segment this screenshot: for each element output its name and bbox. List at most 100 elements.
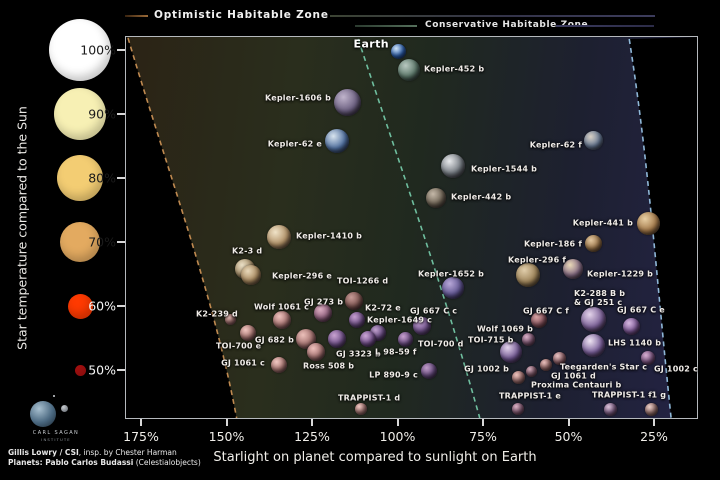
star-swatch-60% — [67, 293, 93, 319]
x-axis-tick-label: 125% — [294, 429, 330, 444]
x-axis-tick — [567, 419, 570, 426]
x-axis-tick — [225, 419, 228, 426]
planet-marker — [345, 291, 364, 310]
planet-label: Kepler-1410 b — [296, 231, 363, 241]
planet-label: Kepler-442 b — [451, 192, 512, 202]
planet-marker — [552, 351, 566, 365]
planet-marker — [636, 212, 660, 236]
right-black-region — [629, 37, 697, 418]
conservative-inner-boundary-line — [357, 38, 481, 418]
y-axis-title: Star temperature compared to the Sun — [14, 106, 30, 350]
logo-text-institute: INSTITUTE — [41, 437, 71, 442]
star-temp-tick-label: 100% — [80, 42, 116, 58]
planet-label: Kepler-296 e — [272, 271, 332, 281]
planet-label: Kepler-62 e — [267, 139, 322, 149]
star-temp-tick-label: 60% — [88, 298, 116, 314]
planet-label: Earth — [353, 37, 389, 51]
x-axis-tick-label: 175% — [123, 429, 159, 444]
x-axis-tick — [482, 419, 484, 426]
planet-label: GJ 1002 c — [654, 364, 698, 374]
planet-marker — [581, 333, 605, 357]
star-temp-tick-label: 90% — [88, 106, 116, 122]
planet-marker — [521, 332, 535, 346]
planet-label: TRAPPIST-1 d — [338, 393, 401, 403]
planet-marker — [530, 311, 547, 328]
y-axis-tick — [117, 177, 126, 179]
planet-marker — [441, 154, 466, 179]
planet-label: GJ 273 b — [304, 297, 344, 307]
planet-marker — [584, 234, 602, 252]
x-axis-tick — [653, 419, 655, 426]
planet-label: TOI-700 e — [216, 341, 262, 351]
planet-label: TRAPPIST-1 e — [499, 391, 562, 401]
credits: Gillis Lowry / CSI, insp. by Chester Har… — [8, 448, 201, 468]
planet-label: GJ 1002 b — [464, 364, 509, 374]
planet-marker — [622, 317, 640, 335]
logo-planet-icon — [30, 401, 56, 427]
planet-marker — [583, 131, 603, 151]
planet-marker — [391, 43, 406, 59]
planet-label: Teegarden's Star c — [560, 362, 648, 372]
planet-marker — [645, 402, 659, 416]
x-axis-tick — [140, 419, 142, 426]
planet-marker — [333, 88, 361, 116]
x-axis-tick — [396, 419, 399, 426]
star-swatch-70% — [60, 222, 100, 262]
planet-label: GJ 1061 c — [221, 358, 265, 368]
planet-label: GJ 1061 d — [551, 371, 596, 381]
planet-label: GJ 682 b — [254, 335, 294, 345]
planet-label: Kepler-1544 b — [471, 164, 538, 174]
optimistic-zone-line-right — [330, 15, 655, 17]
planet-label: Wolf 1069 b — [477, 324, 534, 334]
y-axis-tick — [117, 113, 126, 115]
planet-marker — [397, 331, 413, 347]
credit-source: (Celestialobjects) — [133, 458, 201, 468]
logo-moon-icon — [61, 405, 68, 412]
planet-marker — [359, 331, 376, 347]
planet-marker — [511, 370, 525, 384]
planet-marker — [512, 403, 525, 416]
credit-line-1: Gillis Lowry / CSI, insp. by Chester Har… — [8, 448, 201, 458]
planet-marker — [442, 276, 465, 299]
optimistic-zone-line-left — [125, 15, 148, 17]
planet-label: GJ 667 C f — [523, 306, 569, 316]
planet-label: Wolf 1061 c — [254, 302, 310, 312]
planet-label: Kepler-1606 b — [264, 93, 331, 103]
planet-label: Ross 508 b — [303, 361, 355, 371]
planet-marker — [641, 351, 656, 366]
y-axis-tick — [117, 49, 126, 51]
star-temp-tick-label: 80% — [88, 170, 116, 186]
planet-label: LP 890-9 c — [369, 370, 418, 380]
planet-label: Proxima Centauri b — [531, 380, 622, 390]
credit-author: Gillis Lowry / CSI — [8, 448, 79, 457]
planet-marker — [562, 258, 583, 279]
optimistic-zone-label: Optimistic Habitable Zone — [154, 9, 329, 21]
x-axis-tick-label: 25% — [640, 429, 668, 444]
logo-star-dot — [53, 395, 55, 397]
optimistic-inner-boundary-line — [127, 37, 238, 418]
outer-boundary-line — [628, 38, 672, 418]
planet-marker — [580, 307, 606, 333]
planet-label: Kepler-1652 b — [418, 269, 485, 279]
star-swatch-50% — [74, 364, 86, 376]
planet-marker — [426, 188, 447, 209]
planet-label: GJ 667 C e — [617, 305, 665, 315]
planet-marker — [604, 402, 618, 416]
planet-label: TOI-700 d — [418, 339, 464, 349]
planet-label: -1 g — [648, 390, 667, 400]
planet-marker — [539, 358, 552, 371]
planet-label: LHS 1140 b — [608, 338, 662, 348]
credit-line-2: Planets: Pablo Carlos Budassi (Celestial… — [8, 458, 201, 468]
y-axis-tick — [117, 305, 126, 307]
planet-marker — [240, 324, 257, 341]
planet-label: K2-239 d — [196, 309, 238, 319]
planet-label: K2-288 B b & GJ 251 c — [574, 288, 626, 307]
x-axis-tick-label: 75% — [469, 429, 497, 444]
planet-marker — [266, 224, 291, 249]
star-swatch-100% — [49, 19, 111, 81]
planet-label: Kepler-1229 b — [587, 269, 654, 279]
left-black-region — [126, 37, 237, 418]
planet-marker — [397, 59, 420, 82]
planet-marker — [314, 304, 333, 323]
